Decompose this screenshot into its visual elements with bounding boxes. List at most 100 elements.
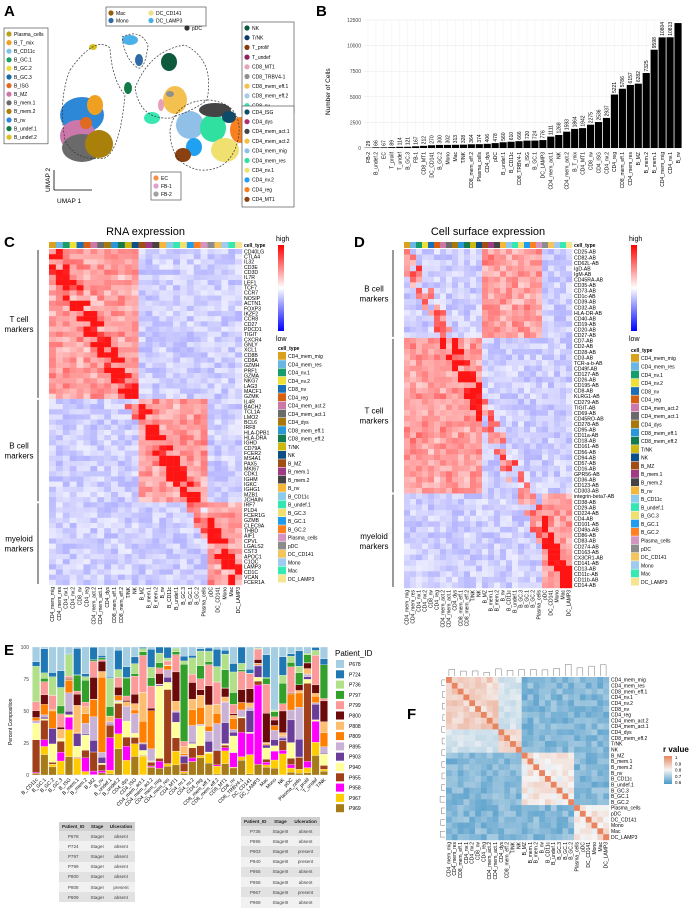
heatmap-cell (452, 382, 459, 389)
stacked-bar-segment (196, 650, 205, 666)
cell-type-annotation (404, 242, 411, 248)
bar (467, 144, 475, 148)
heatmap-cell (464, 504, 471, 511)
legend-label: Plasma_cells (14, 32, 44, 38)
heatmap-cell (186, 486, 194, 493)
heatmap-cell (422, 487, 429, 494)
stacked-bar-segment (56, 687, 65, 707)
heatmap-cell (221, 429, 229, 436)
stacked-bar-segment (147, 761, 156, 763)
heatmap-cell (524, 543, 531, 550)
legend-dot (244, 44, 250, 51)
heatmap-cell (90, 538, 98, 544)
heatmap-cell (488, 254, 495, 261)
heatmap-cell (235, 429, 243, 436)
heatmap-cell (117, 569, 126, 575)
stacked-bar-segment (40, 718, 49, 721)
heatmap-cell (464, 310, 471, 316)
heatmap-cell (470, 271, 477, 277)
heatmap-cell (49, 559, 57, 565)
heatmap-cell (500, 332, 507, 339)
heatmap-cell (76, 538, 84, 544)
heatmap-cell (488, 460, 495, 466)
legend-swatch (631, 478, 639, 487)
heatmap-cell (138, 336, 146, 343)
correlation-cell (550, 694, 557, 701)
cluster-outline (134, 44, 210, 119)
heatmap-cell (554, 249, 561, 255)
correlation-cell (574, 700, 581, 707)
heatmap-cell (62, 373, 70, 379)
heatmap-cell (566, 493, 573, 500)
heatmap-cell (76, 383, 84, 389)
heatmap-cell (49, 512, 57, 518)
heatmap-cell (111, 574, 119, 581)
stacked-bar-segment (246, 754, 254, 774)
heatmap-cell (458, 476, 465, 483)
heatmap-cell (138, 414, 146, 420)
row-label: CD123-AB (574, 483, 599, 489)
heatmap-cell (138, 249, 146, 255)
stacked-bar-segment (40, 714, 49, 718)
heatmap-cell (97, 414, 105, 420)
heatmap-cell (536, 293, 543, 300)
heatmap-cell (470, 393, 477, 400)
heatmap-cell (422, 421, 429, 428)
heatmap-cell (97, 393, 105, 400)
heatmap-cell (214, 342, 222, 348)
row-label: IL7R (244, 275, 255, 281)
heatmap-cell (173, 336, 181, 343)
heatmap-cell (200, 507, 208, 513)
heatmap-cell (560, 504, 567, 511)
heatmap-cell (111, 429, 119, 436)
heatmap-cell (404, 554, 411, 561)
correlation-cell (504, 700, 511, 707)
heatmap-cell (214, 486, 222, 493)
legend-title: cell_type (278, 346, 300, 352)
heatmap-cell (214, 269, 222, 276)
heatmap-cell (404, 582, 411, 589)
legend-label: B_MZ (288, 461, 301, 467)
heatmap-cell (542, 493, 549, 500)
heatmap-cell (159, 280, 167, 286)
heatmap-cell (488, 299, 495, 305)
heatmap-cell (186, 290, 194, 296)
legend-label: CD4_reg (641, 398, 661, 404)
heatmap-cell (145, 378, 153, 384)
heatmap-cell (440, 426, 447, 433)
heatmap-cell (530, 482, 537, 489)
heatmap-cell (506, 321, 513, 328)
heatmap-cell (228, 264, 236, 270)
heatmap-cell (145, 491, 153, 498)
stacked-bar-segment (287, 758, 295, 765)
legend-dot (244, 93, 250, 99)
stacked-bar-segment (122, 760, 131, 775)
heatmap-cell (62, 512, 70, 518)
heatmap-cell (560, 404, 567, 411)
heatmap-cell (193, 311, 201, 317)
heatmap-cell (416, 582, 423, 589)
heatmap-cell (214, 440, 222, 446)
heatmap-cell (554, 254, 561, 261)
heatmap-cell (548, 282, 555, 289)
heatmap-cell (131, 264, 139, 270)
legend-dot (244, 177, 250, 183)
heatmap-cell (145, 342, 153, 348)
heatmap-cell (49, 481, 57, 487)
heatmap-cell (476, 387, 483, 394)
heatmap-cell (166, 269, 174, 276)
stacked-bar-segment (155, 652, 164, 663)
heatmap-cell (500, 515, 507, 522)
umap-cluster (122, 35, 138, 45)
heatmap-cell (83, 512, 91, 518)
heatmap-cell (452, 265, 459, 272)
heatmap-cell (179, 429, 188, 436)
heatmap-cell (55, 481, 63, 487)
heatmap-cell (524, 310, 531, 316)
column-label: B_GC.1 (525, 590, 531, 608)
heatmap-cell (542, 510, 549, 516)
stacked-bar-segment (56, 760, 65, 775)
heatmap-cell (470, 315, 477, 322)
heatmap-cell (83, 538, 91, 544)
heatmap-cell (207, 502, 215, 508)
